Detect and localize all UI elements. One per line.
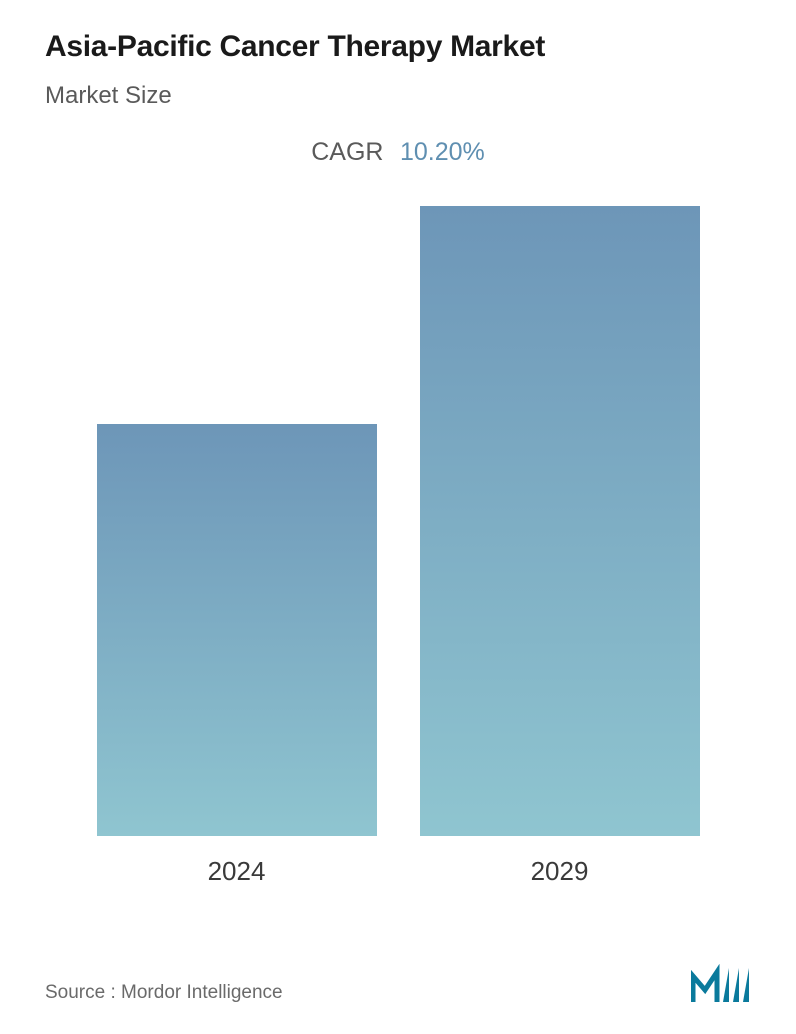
bar-group-1: 2029: [420, 206, 700, 887]
source-text: Source : Mordor Intelligence: [45, 982, 283, 1004]
footer: Source : Mordor Intelligence: [45, 964, 751, 1004]
page-subtitle: Market Size: [45, 82, 751, 110]
bar-label-2029: 2029: [531, 856, 589, 887]
cagr-value: 10.20%: [400, 138, 485, 166]
mordor-logo-icon: [691, 964, 751, 1004]
cagr-row: CAGR 10.20%: [45, 138, 751, 167]
bar-group-0: 2024: [97, 424, 377, 888]
cagr-label: CAGR: [311, 138, 383, 166]
bar-2029: [420, 206, 700, 836]
bar-2024: [97, 424, 377, 837]
bar-label-2024: 2024: [208, 856, 266, 887]
page-title: Asia-Pacific Cancer Therapy Market: [45, 30, 751, 64]
bar-chart: 2024 2029: [45, 207, 751, 887]
